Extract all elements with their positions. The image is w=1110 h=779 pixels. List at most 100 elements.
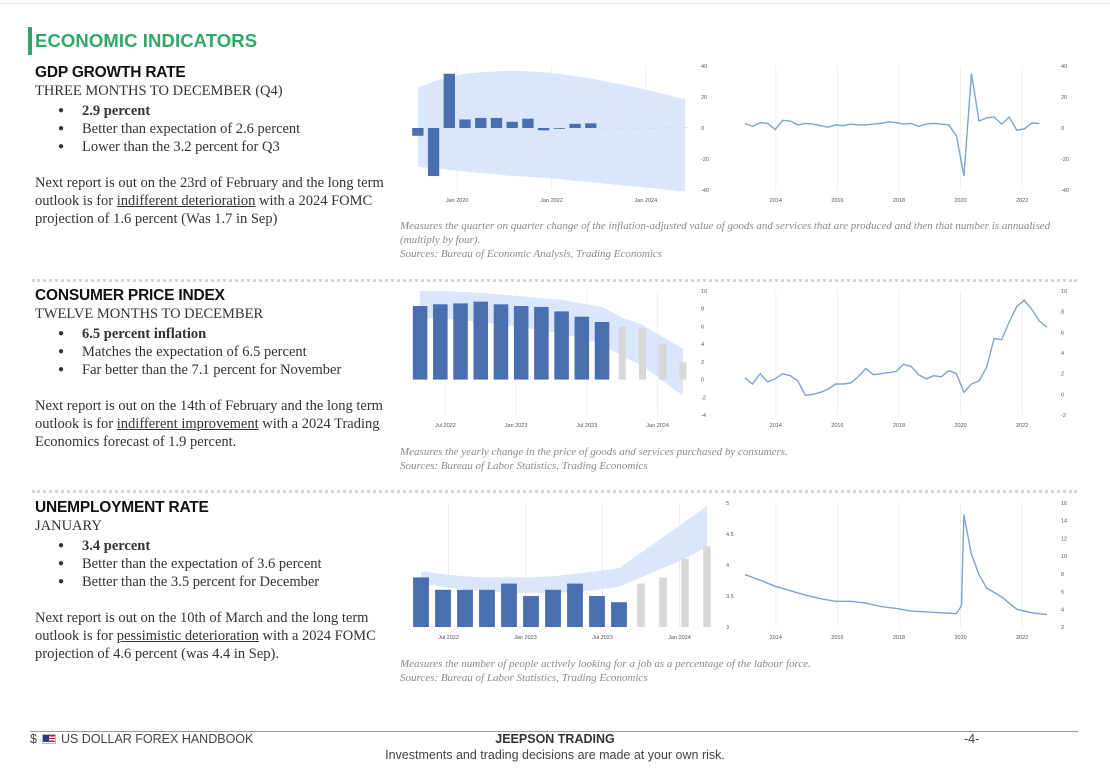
series-line (744, 299, 1048, 397)
y-tick-label: 40 (701, 64, 707, 70)
bar (479, 589, 495, 627)
x-tick-label: 2016 (831, 423, 843, 429)
bar (490, 117, 503, 128)
y-tick-label: 2 (701, 360, 704, 366)
dollar-icon: $ (30, 732, 37, 746)
bar (589, 596, 605, 627)
page-title: ECONOMIC INDICATORS (28, 27, 257, 55)
bar (611, 602, 627, 627)
list-item: 3.4 percent (58, 537, 322, 555)
bar (501, 583, 517, 627)
unemployment-section-title: UNEMPLOYMENT RATE (35, 499, 209, 516)
bar (554, 311, 569, 380)
bar (534, 306, 549, 380)
forecast-bar (635, 128, 641, 129)
outlook-highlight: indifferent improvement (116, 416, 259, 432)
outlook-text: Next report is out on the 23rd of Februa… (35, 175, 384, 209)
outlook-text: with a 2024 Trading Economics forecast o… (35, 416, 380, 450)
y-tick-label: -2 (701, 395, 706, 401)
caption-source: Sources: Bureau of Economic Analysis, Tr… (400, 248, 663, 260)
bar (585, 123, 597, 128)
bar (569, 123, 581, 128)
forecast-bar (619, 128, 626, 129)
caption-text: Measures the quarter on quarter change o… (400, 220, 1051, 246)
list-item: Better than expectation of 2.6 percent (58, 120, 300, 138)
outlook-highlight: indifferent deterioration (116, 193, 256, 209)
forecast-band (421, 506, 707, 593)
y-tick-label: 0 (701, 378, 704, 384)
x-tick-label: 2022 (1016, 198, 1028, 204)
y-tick-label: 10 (1061, 554, 1067, 560)
caption-text: Measures the yearly change in the price … (400, 446, 788, 458)
bar (545, 589, 561, 627)
forecast-bar (650, 128, 657, 129)
unemployment-bullets: 3.4 percent Better than the expectation … (58, 537, 322, 591)
y-tick-label: 4.5 (726, 532, 734, 538)
list-item: Matches the expectation of 6.5 percent (58, 343, 341, 361)
forecast-band (417, 70, 686, 192)
bar (453, 303, 468, 380)
y-tick-label: 2 (1061, 372, 1064, 378)
list-item: Better than the expectation of 3.6 perce… (58, 555, 322, 573)
footer-handbook: $ US DOLLAR FOREX HANDBOOK (30, 732, 253, 746)
y-tick-label: -2 (1061, 413, 1066, 419)
series-line (744, 514, 1048, 616)
section-divider (32, 279, 1077, 282)
cpi-caption: Measures the yearly change in the price … (400, 445, 1080, 473)
bar (513, 306, 529, 380)
unemployment-period: JANUARY (35, 518, 102, 534)
x-tick-label: 2014 (770, 198, 782, 204)
unemployment-forecast-chart: 5 4.5 4 3.5 3 Jul 2022 Jan 2023 Jul 2023 Jan 202… (413, 501, 734, 641)
page-number: -4- (964, 732, 980, 746)
x-tick-label: Jul 2022 (435, 423, 456, 429)
forecast-bar (659, 344, 667, 380)
forecast-bar (637, 583, 645, 627)
y-tick-label: 14 (1061, 519, 1067, 525)
outlook-text: Next report is out on the 10th of March … (35, 610, 369, 644)
y-tick-label: 6 (1061, 330, 1064, 336)
y-tick-label: -40 (701, 188, 709, 194)
x-tick-label: Jan 2024 (668, 635, 691, 641)
y-tick-label: -20 (1061, 157, 1069, 163)
x-tick-label: 2020 (954, 198, 966, 204)
bar (427, 128, 440, 177)
cpi-period: TWELVE MONTHS TO DECEMBER (35, 306, 264, 322)
bar (412, 306, 428, 380)
unemployment-caption: Measures the number of people actively l… (400, 657, 1080, 685)
bar (435, 589, 451, 627)
y-tick-label: 0 (701, 126, 704, 132)
forecast-bar (618, 326, 626, 380)
bar (413, 577, 429, 627)
bar (553, 128, 566, 129)
list-item: 2.9 percent (58, 102, 300, 120)
gdp-period: THREE MONTHS TO DECEMBER (Q4) (35, 83, 283, 99)
y-tick-label: 0 (1061, 126, 1064, 132)
x-tick-label: 2018 (893, 198, 905, 204)
x-tick-label: Jan 2023 (505, 423, 528, 429)
y-tick-label: 8 (1061, 310, 1064, 316)
list-item: Far better than the 7.1 percent for Nove… (58, 361, 341, 379)
x-tick-label: Jul 2023 (592, 635, 613, 641)
y-tick-label: 10 (701, 289, 707, 295)
forecast-bar (638, 328, 647, 380)
y-tick-label: 5 (726, 501, 729, 507)
forecast-bar (682, 127, 688, 129)
gdp-caption: Measures the quarter on quarter change o… (400, 219, 1080, 261)
outlook-highlight: pessimistic deterioration (116, 628, 259, 644)
bar (493, 304, 509, 380)
y-tick-label: 0 (1061, 392, 1064, 398)
footer-disclaimer: Investments and trading decisions are ma… (385, 748, 725, 762)
y-tick-label: 3.5 (726, 594, 734, 600)
gdp-forecast-chart: 40 20 0 -20 -40 Jan 2020 Jan 2022 Jan 2024 (412, 64, 709, 204)
x-tick-label: 2014 (770, 635, 782, 641)
x-tick-label: Jan 2023 (514, 635, 537, 641)
x-tick-label: Jan 2020 (446, 198, 469, 204)
cpi-outlook: Next report is out on the 14th of Februa… (35, 397, 395, 451)
forecast-bar (703, 546, 711, 627)
bar (475, 117, 487, 128)
x-tick-label: 2022 (1016, 423, 1028, 429)
bar (443, 73, 455, 128)
bar (459, 119, 471, 128)
y-tick-label: -40 (1061, 188, 1069, 194)
bar (473, 301, 489, 380)
